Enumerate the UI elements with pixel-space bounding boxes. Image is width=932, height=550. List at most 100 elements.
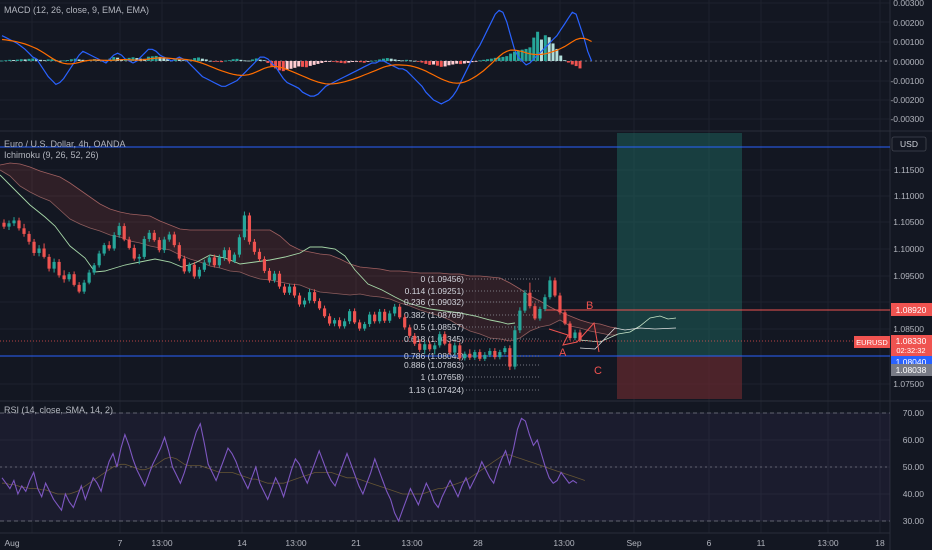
macd-histogram-bar	[370, 60, 374, 62]
time-axis-label: 13:00	[285, 538, 307, 548]
macd-histogram-bar	[520, 49, 524, 61]
macd-histogram-bar	[570, 61, 574, 65]
candle-body	[307, 292, 312, 301]
candle-body	[287, 286, 292, 293]
candle-body	[67, 274, 71, 280]
macd-title[interactable]: MACD (12, 26, close, 9, EMA, EMA)	[4, 5, 149, 15]
macd-histogram-bar	[158, 56, 162, 61]
candle-body	[12, 220, 16, 224]
candle-body	[292, 286, 297, 296]
price-axis[interactable]: 0.00300 0.00200 0.00100 0.00000 -0.00100 -0.0…	[890, 0, 924, 526]
macd-histogram-bar	[578, 61, 582, 69]
candle-body	[192, 264, 196, 277]
macd-histogram-bar	[408, 60, 412, 62]
macd-histogram-bar	[339, 61, 343, 63]
price-axis-label: 1.10000	[893, 244, 924, 254]
time-axis-label: 21	[351, 538, 361, 548]
macd-histogram-bar	[532, 37, 536, 61]
candle-body	[312, 292, 317, 302]
candle-body	[222, 250, 226, 258]
macd-histogram-bar	[197, 57, 201, 61]
macd-histogram-bar	[335, 61, 339, 63]
time-axis[interactable]: Aug 7 13:00 14 13:00 21 13:00 28 13:00 Sep 6 11 13:0…	[4, 538, 885, 548]
candle-body	[177, 245, 181, 259]
candle-body	[468, 353, 472, 358]
candle-body	[32, 241, 36, 253]
candle-body	[182, 258, 186, 272]
macd-histogram-bar	[0, 60, 4, 62]
macd-axis-label: 0.00100	[893, 37, 924, 47]
macd-histogram-bar	[212, 61, 216, 62]
svg-text:1.08920: 1.08920	[896, 305, 927, 315]
time-axis-label: 13:00	[401, 538, 423, 548]
candle-body	[242, 215, 247, 238]
macd-histogram-bar	[173, 59, 177, 61]
macd-pane[interactable]: MACD (12, 26, close, 9, EMA, EMA)	[0, 5, 890, 105]
macd-histogram-bar	[524, 48, 528, 61]
macd-histogram-bar	[258, 59, 262, 61]
candle-body	[438, 334, 442, 346]
macd-histogram-bar	[58, 60, 62, 62]
price-axis-label: 1.07500	[893, 379, 924, 389]
macd-histogram-bar	[320, 61, 324, 63]
macd-histogram-bar	[455, 61, 459, 64]
macd-histogram-bar	[389, 58, 393, 61]
rsi-line	[1, 417, 578, 523]
candle-body	[322, 308, 327, 317]
candle-body	[373, 314, 377, 322]
candle-body	[117, 226, 121, 236]
macd-histogram-bar	[27, 58, 31, 61]
candle-body	[57, 261, 61, 276]
macd-histogram-bar	[73, 58, 77, 61]
macd-histogram-bar	[428, 61, 432, 65]
candle-body	[337, 320, 342, 327]
macd-histogram-bar	[412, 60, 416, 62]
macd-histogram-bar	[216, 61, 220, 62]
ichimoku-span-b	[0, 162, 618, 329]
price-candles	[2, 211, 582, 370]
macd-histogram-bar	[362, 61, 366, 63]
candle-body	[378, 311, 382, 322]
candle-body	[327, 316, 332, 324]
ichimoku-title[interactable]: Ichimoku (9, 26, 52, 26)	[4, 150, 99, 160]
macd-histogram-bar	[328, 61, 332, 62]
fibonacci-retracement[interactable]: 0 (1.09456) 0.114 (1.09251)0.236 (1.09032…	[404, 274, 540, 395]
macd-histogram-bar	[551, 43, 555, 61]
rsi-title[interactable]: RSI (14, close, SMA, 14, 2)	[4, 405, 113, 415]
currency-button[interactable]: USD	[891, 136, 927, 152]
macd-histogram-bar	[227, 60, 231, 62]
macd-histogram-bar	[220, 61, 224, 63]
candle-body	[523, 292, 527, 311]
rsi-pane[interactable]: RSI (14, close, SMA, 14, 2)	[0, 405, 890, 523]
rsi-sma-line	[2, 454, 586, 495]
position-loss-zone[interactable]	[617, 356, 742, 399]
candle-body	[448, 343, 452, 353]
candle-body	[37, 248, 41, 253]
macd-histogram-bar	[162, 58, 166, 61]
main-price-pane[interactable]: 0 (1.09456) 0.114 (1.09251)0.236 (1.09032…	[0, 133, 890, 399]
vertical-grid	[31, 0, 881, 533]
macd-histogram-bar	[42, 60, 46, 62]
fib-level-label: 0.5 (1.08557)	[413, 322, 464, 332]
fib-level-label: 0.114 (1.09251)	[405, 286, 465, 296]
candle-body	[22, 228, 26, 234]
rsi-axis-label: 60.00	[903, 435, 925, 445]
macd-histogram-bar	[247, 60, 251, 62]
candle-body	[82, 282, 86, 292]
candle-body	[548, 280, 552, 298]
candle-body	[302, 300, 307, 305]
candle-body	[348, 311, 352, 322]
price-axis-label: 1.10500	[893, 217, 924, 227]
position-profit-zone[interactable]	[617, 133, 742, 356]
candle-body	[413, 335, 417, 344]
macd-histogram-bar	[69, 59, 73, 61]
macd-histogram-bar	[358, 61, 362, 63]
macd-histogram-bar	[223, 60, 227, 62]
abc-wave-path[interactable]	[548, 321, 600, 353]
symbol-title[interactable]: Euro / U.S. Dollar, 4h, OANDA	[4, 139, 126, 149]
macd-histogram-bar	[381, 58, 385, 61]
fib-level-label: 0.382 (1.08769)	[404, 310, 464, 320]
candle-body	[132, 247, 136, 259]
candle-body	[453, 345, 457, 353]
macd-histogram-bar	[316, 61, 320, 64]
